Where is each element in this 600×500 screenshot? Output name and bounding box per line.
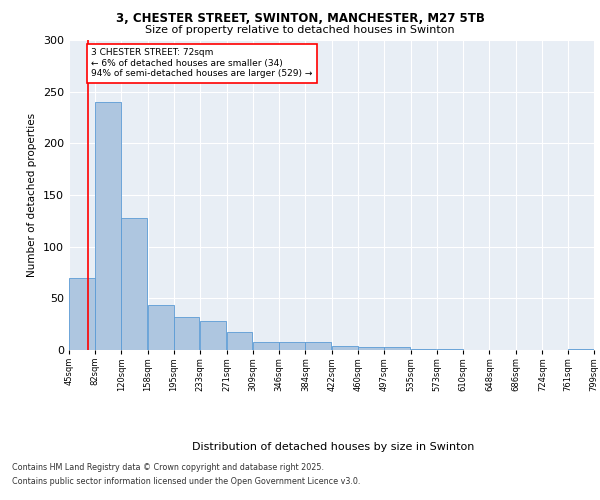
Text: Contains HM Land Registry data © Crown copyright and database right 2025.: Contains HM Land Registry data © Crown c… [12, 464, 324, 472]
Bar [358, 347, 384, 350]
Bar [410, 349, 436, 350]
Text: 3, CHESTER STREET, SWINTON, MANCHESTER, M27 5TB: 3, CHESTER STREET, SWINTON, MANCHESTER, … [116, 12, 484, 26]
Bar [121, 218, 147, 350]
Bar [332, 346, 358, 350]
Bar [279, 342, 305, 350]
Bar [227, 332, 253, 350]
Text: 3 CHESTER STREET: 72sqm
← 6% of detached houses are smaller (34)
94% of semi-det: 3 CHESTER STREET: 72sqm ← 6% of detached… [91, 48, 313, 78]
Bar [305, 342, 331, 350]
Bar [69, 278, 95, 350]
Bar [568, 349, 594, 350]
Y-axis label: Number of detached properties: Number of detached properties [28, 113, 37, 277]
Bar [173, 317, 199, 350]
Bar [148, 304, 173, 350]
Bar [437, 349, 463, 350]
Text: Size of property relative to detached houses in Swinton: Size of property relative to detached ho… [145, 25, 455, 35]
Bar [253, 342, 279, 350]
Text: Distribution of detached houses by size in Swinton: Distribution of detached houses by size … [192, 442, 474, 452]
Text: Contains public sector information licensed under the Open Government Licence v3: Contains public sector information licen… [12, 477, 361, 486]
Bar [95, 102, 121, 350]
Bar [384, 347, 410, 350]
Bar [200, 321, 226, 350]
